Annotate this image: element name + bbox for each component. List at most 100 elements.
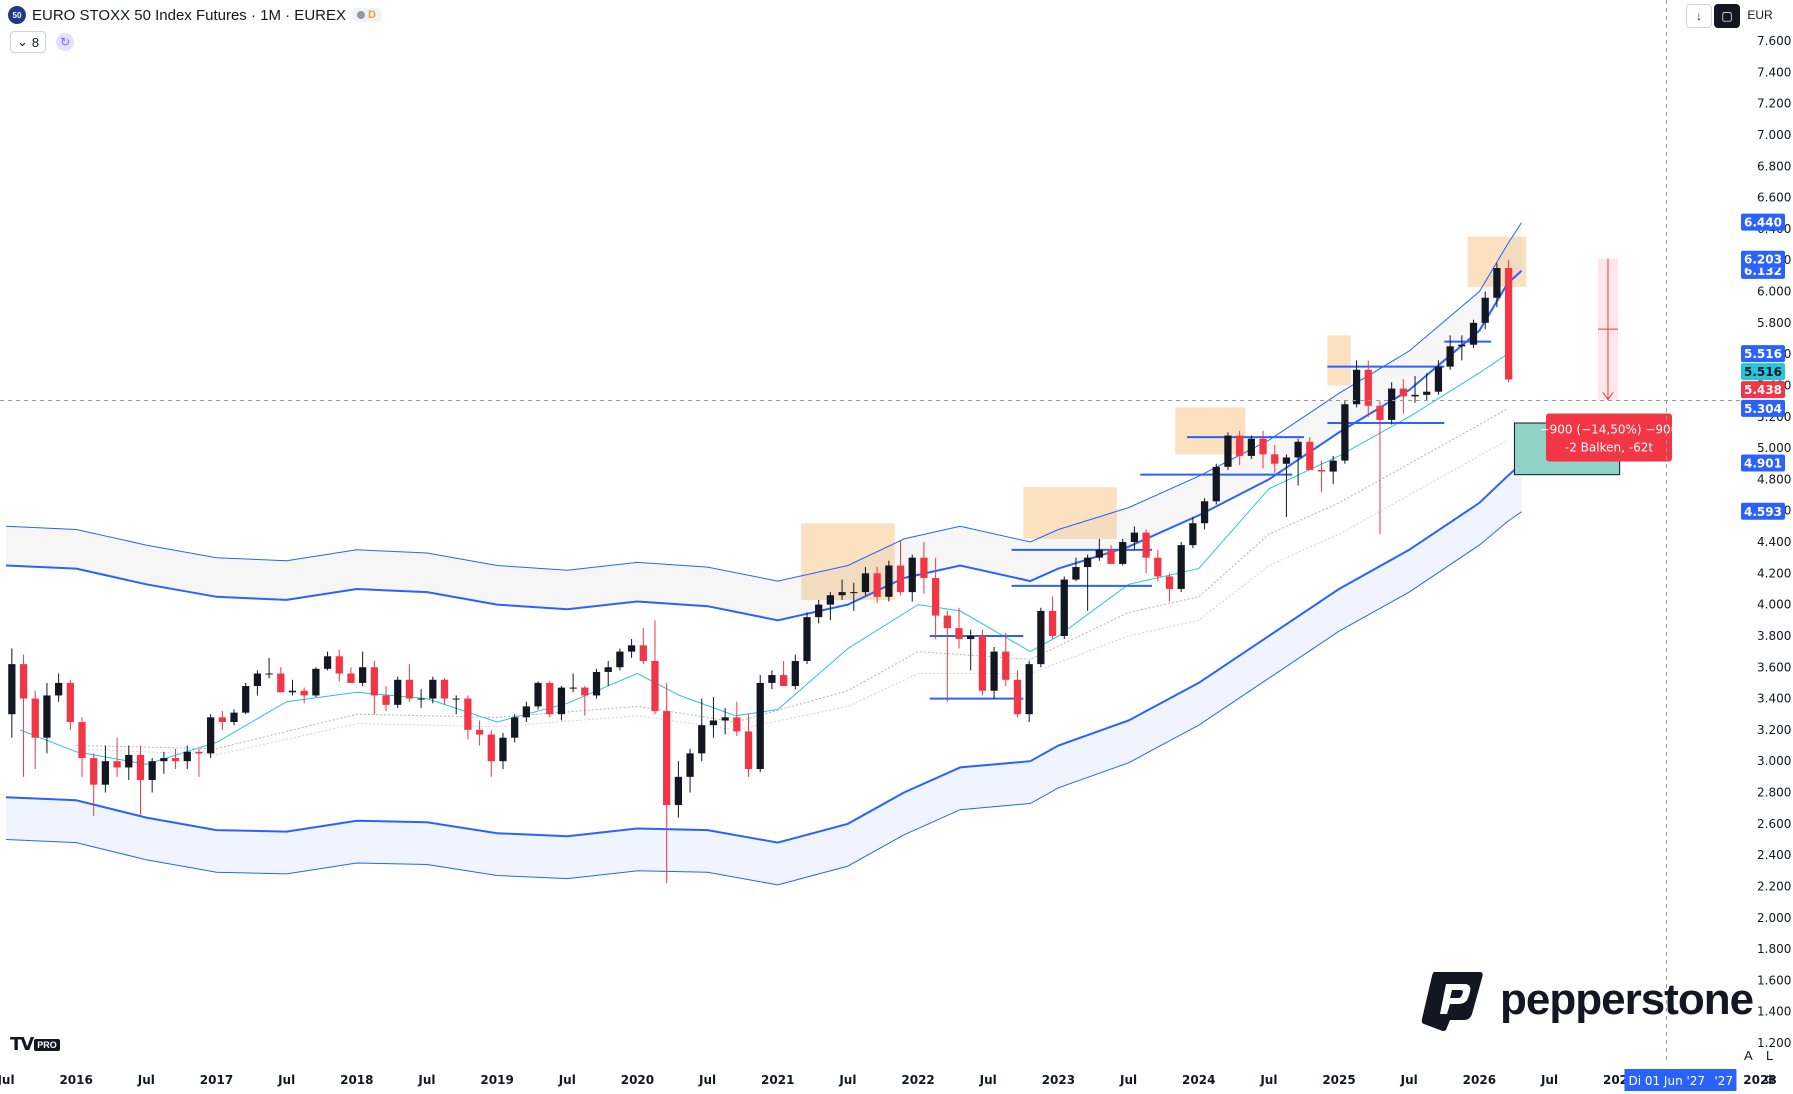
candle-body: [1130, 532, 1139, 542]
candle: [1130, 526, 1139, 550]
candle-body: [779, 675, 788, 687]
candle: [160, 751, 168, 774]
candle: [54, 673, 63, 702]
candle: [253, 670, 262, 696]
candle: [440, 678, 449, 705]
candle-body: [113, 761, 121, 768]
time-tick-label: 2016: [59, 1073, 92, 1087]
lower-band-fill: [6, 463, 1522, 885]
log-scale-button[interactable]: L: [1766, 1048, 1774, 1063]
price-axis-bg: [1740, 0, 1793, 1094]
candle-body: [592, 671, 601, 696]
symbol-title[interactable]: EURO STOXX 50 Index Futures · 1M · EUREX: [32, 6, 346, 24]
candle-body: [1481, 297, 1489, 323]
candle-body: [417, 698, 425, 700]
candle: [1399, 379, 1407, 414]
price-tick-label: 2.000: [1757, 911, 1791, 925]
candle-body: [464, 698, 472, 730]
price-tick-label: 2.600: [1757, 817, 1791, 831]
candle-body: [569, 687, 577, 689]
candle: [1317, 460, 1326, 492]
candle: [1107, 545, 1115, 564]
price-tick-label: 3.200: [1757, 723, 1791, 737]
candle: [604, 660, 612, 687]
auto-scale-button[interactable]: A: [1744, 1048, 1753, 1063]
price-tick-label: 5.800: [1757, 316, 1791, 330]
candle: [1294, 438, 1302, 486]
candle-body: [663, 711, 671, 806]
currency-selector[interactable]: EUR: [1742, 4, 1778, 26]
candle: [569, 673, 577, 693]
candle: [1119, 538, 1127, 566]
candle-body: [230, 712, 238, 723]
fullscreen-button[interactable]: ▢: [1714, 4, 1740, 28]
candle-body: [487, 734, 495, 762]
candle: [183, 745, 191, 770]
candle: [499, 733, 507, 770]
candle-body: [1025, 664, 1033, 715]
candle-body: [8, 664, 16, 715]
price-tick-label: 1.200: [1757, 1036, 1791, 1050]
candle: [90, 753, 98, 816]
candle: [195, 748, 203, 777]
candle-body: [1037, 610, 1045, 665]
candle-body: [43, 695, 51, 738]
candle-body: [195, 751, 203, 754]
candle-body: [756, 682, 764, 770]
candle-body: [323, 656, 332, 669]
candle: [230, 709, 238, 726]
candle-body: [1142, 532, 1150, 558]
candle: [1423, 372, 1431, 402]
cursor-time-label: Di 01 Jun '27: [1628, 1074, 1705, 1088]
candle-body: [850, 592, 858, 594]
supply-zone: [1175, 407, 1246, 455]
candle: [990, 646, 998, 699]
candle: [581, 686, 589, 716]
ema-line: [19, 353, 1508, 765]
candle-body: [709, 720, 718, 726]
symbol-header: 50 EURO STOXX 50 Index Futures · 1M · EU…: [8, 6, 381, 24]
status-dot-icon: [357, 11, 365, 19]
time-tick-label: Jul: [698, 1073, 716, 1087]
price-tick-label: 6.600: [1757, 191, 1791, 205]
candle: [534, 681, 542, 710]
candle-body: [429, 679, 437, 699]
candle-body: [1317, 469, 1326, 472]
gear-icon[interactable]: ⚙: [1764, 1072, 1776, 1087]
candle: [873, 567, 881, 604]
price-tick-label: 2.800: [1757, 786, 1791, 800]
time-tick-label: Jul: [417, 1073, 435, 1087]
time-tick-label: Jul: [558, 1073, 576, 1087]
price-label-bg: [1741, 213, 1785, 231]
candle: [171, 748, 180, 770]
time-axis[interactable]: Jul 2016 Jul 2017 Jul 2018 Jul 2019 Jul 2020 Jul 20…: [0, 1064, 1777, 1094]
price-tick-label: 7.400: [1757, 65, 1791, 79]
candle: [429, 676, 437, 704]
candle: [1388, 382, 1396, 425]
indicators-toggle-button[interactable]: ⌄ 8: [10, 31, 47, 53]
candle-body: [1469, 322, 1478, 345]
candle-body: [546, 682, 554, 715]
candle: [1037, 607, 1045, 668]
measure-label-bars: -2 Balken, -62t: [1565, 441, 1653, 455]
candle: [756, 675, 764, 773]
download-button[interactable]: ↓: [1686, 4, 1712, 28]
candle: [791, 654, 799, 690]
price-axis[interactable]: 1.200 1.400 1.600 1.800 2.000 2.200 2.400 2.600…: [1740, 0, 1793, 1094]
market-status[interactable]: D: [352, 8, 381, 22]
candle: [1434, 360, 1443, 395]
candle: [207, 714, 215, 759]
candle-body: [66, 682, 74, 723]
candle-body: [1247, 438, 1255, 456]
refresh-icon[interactable]: ↻: [56, 33, 75, 51]
candle-body: [534, 682, 542, 707]
candle: [277, 667, 285, 693]
candle-body: [1341, 404, 1349, 461]
candle: [1236, 430, 1244, 466]
candle: [978, 629, 987, 696]
candle-body: [1282, 457, 1291, 464]
arrow-down-icon: ↓: [1696, 9, 1702, 23]
candle-body: [1224, 435, 1232, 467]
candle-body: [440, 679, 449, 699]
